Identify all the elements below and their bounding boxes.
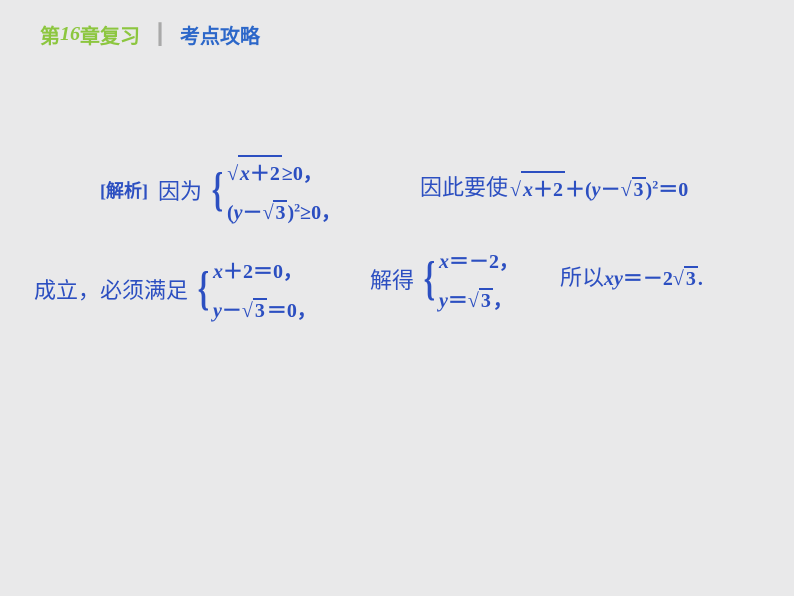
header-strategy: 考点攻略 (180, 20, 260, 49)
sys2-row1: x＋2＝0， (213, 255, 317, 284)
slide-header: 第 16 章复习 ┃ 考点攻略 (40, 20, 260, 49)
brace-icon: { (212, 166, 223, 214)
brace-icon: { (198, 265, 209, 313)
brace-icon: { (424, 255, 435, 303)
sys1-row2: (y－3)2≥0， (227, 196, 341, 225)
header-divider: ┃ (154, 22, 166, 47)
sys3-row2: y＝3， (439, 284, 519, 313)
chengli-text: 成立，必须满足 (34, 273, 188, 305)
system-2: { x＋2＝0， y－3＝0， (194, 255, 317, 323)
chapter-prefix: 第 (40, 20, 60, 49)
because-text: 因为 (158, 174, 202, 206)
solved-system: 解得 { x＝－2， y＝3， (370, 245, 519, 313)
analysis-label: [解析] (100, 177, 148, 203)
therefore-text: 因此要使 (420, 170, 508, 202)
system-3: { x＝－2， y＝3， (420, 245, 519, 313)
sys1-row1: x＋2≥0， (227, 155, 341, 186)
sys3-row1: x＝－2， (439, 245, 519, 274)
therefore-expression: 因此要使 x＋2＋(y－3)2＝0 (420, 170, 690, 202)
must-satisfy: 成立，必须满足 { x＋2＝0， y－3＝0， (34, 255, 317, 323)
conclusion: 所以 xy＝－23. (560, 260, 703, 292)
chapter-suffix: 章复习 (80, 20, 140, 49)
sys2-row2: y－3＝0， (213, 294, 317, 323)
suoyi-text: 所以 (560, 260, 604, 292)
jiede-text: 解得 (370, 263, 414, 295)
chapter-number: 16 (60, 23, 80, 46)
system-1: { x＋2≥0， (y－3)2≥0， (208, 155, 341, 225)
analysis-line-1: [解析] 因为 { x＋2≥0， (y－3)2≥0， (100, 155, 341, 225)
